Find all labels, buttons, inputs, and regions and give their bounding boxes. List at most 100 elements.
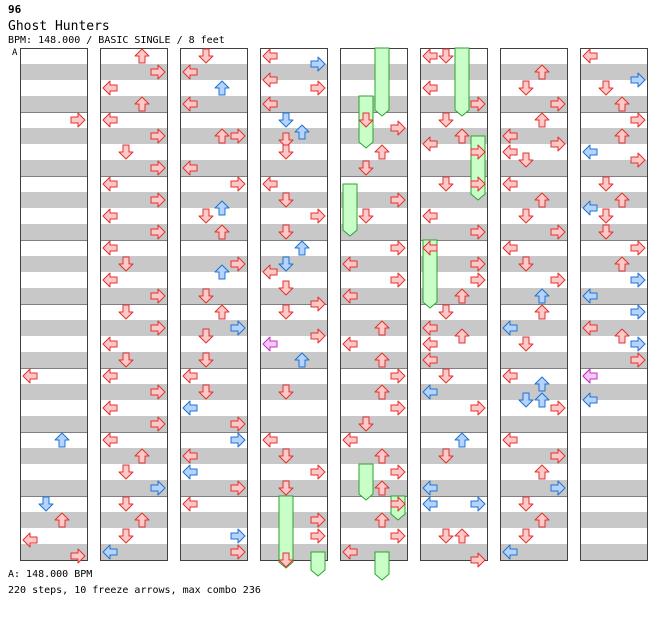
beat-stripe [500,480,568,496]
beat-stripe [100,160,168,176]
left-arrow [422,336,438,352]
left-arrow [502,240,518,256]
right-arrow [630,336,646,352]
beat-stripe [340,128,408,144]
beat-stripe [260,224,328,240]
right-arrow [550,400,566,416]
freeze-arrow [374,47,390,117]
left-arrow [582,368,598,384]
left-arrow [102,544,118,560]
right-arrow [310,56,326,72]
left-arrow [422,384,438,400]
left-arrow [102,80,118,96]
right-arrow [310,208,326,224]
beat-stripe [500,192,568,208]
right-arrow [230,544,246,560]
left-arrow [182,464,198,480]
beat-stripe [100,224,168,240]
up-arrow [454,328,470,344]
down-arrow [518,152,534,168]
right-arrow [470,96,486,112]
right-arrow [630,112,646,128]
down-arrow [438,112,454,128]
down-arrow [598,208,614,224]
beat-stripe [500,448,568,464]
left-arrow [102,432,118,448]
beat-stripe [180,512,248,528]
down-arrow [118,256,134,272]
right-arrow [310,80,326,96]
beat-stripe [580,192,648,208]
left-arrow [422,320,438,336]
freeze-arrow [374,551,390,581]
up-arrow [214,264,230,280]
down-arrow [438,448,454,464]
down-arrow [438,368,454,384]
right-arrow [630,352,646,368]
freeze-arrow [358,463,374,501]
beat-stripe [100,96,168,112]
left-arrow [502,128,518,144]
down-arrow [118,496,134,512]
left-arrow [102,400,118,416]
chart-info: BPM: 148.000 / BASIC SINGLE / 8 feet [8,35,225,46]
down-arrow [518,256,534,272]
right-arrow [630,152,646,168]
beat-stripe [340,544,408,560]
beat-stripe [580,320,648,336]
down-arrow [38,496,54,512]
down-arrow [518,496,534,512]
right-arrow [470,400,486,416]
beat-stripe [100,512,168,528]
difficulty-level: 96 [8,3,22,16]
beat-stripe [500,96,568,112]
beat-stripe [100,416,168,432]
right-arrow [310,528,326,544]
column-border [580,48,648,561]
up-arrow [614,96,630,112]
beat-stripe [500,320,568,336]
down-arrow [598,176,614,192]
beat-stripe [20,160,88,176]
beat-stripe [20,288,88,304]
beat-stripe [340,352,408,368]
down-arrow [598,224,614,240]
beat-stripe [500,288,568,304]
down-arrow [118,464,134,480]
up-arrow [454,288,470,304]
beat-stripe [340,256,408,272]
left-arrow [182,400,198,416]
beat-stripe [180,384,248,400]
right-arrow [70,112,86,128]
beat-stripe [340,512,408,528]
beat-stripe [100,320,168,336]
beat-stripe [500,544,568,560]
left-arrow [102,336,118,352]
up-arrow [54,512,70,528]
beat-stripe [20,64,88,80]
up-arrow [54,432,70,448]
left-arrow [182,64,198,80]
right-arrow [150,128,166,144]
left-arrow [502,144,518,160]
beat-stripe [180,224,248,240]
beat-stripe [180,320,248,336]
beat-stripe [500,224,568,240]
left-arrow [582,392,598,408]
beat-stripe [100,352,168,368]
beat-stripe [100,480,168,496]
down-arrow [278,304,294,320]
beat-stripe [180,352,248,368]
beat-stripe [100,384,168,400]
right-arrow [390,464,406,480]
beat-stripe [420,96,488,112]
down-arrow [598,80,614,96]
right-arrow [470,552,486,568]
beat-stripe [580,224,648,240]
left-arrow [502,544,518,560]
down-arrow [358,416,374,432]
beat-stripe [500,128,568,144]
right-arrow [150,192,166,208]
up-arrow [214,128,230,144]
right-arrow [150,416,166,432]
